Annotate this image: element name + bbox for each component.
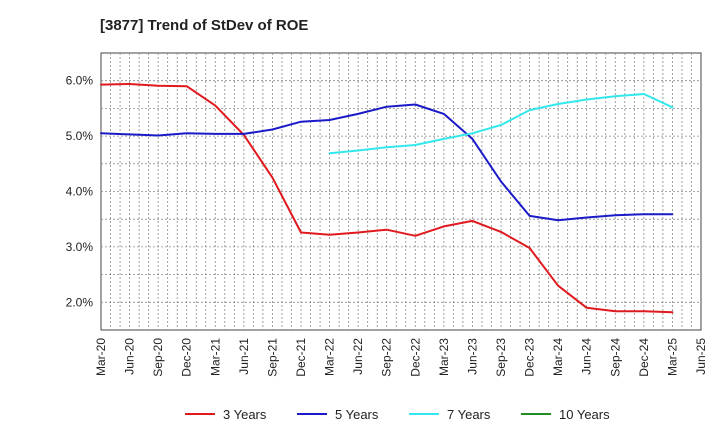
y-tick-label: 2.0% [66,295,94,309]
series-line-5-years [100,103,674,222]
x-tick-label: Jun-21 [237,338,251,375]
x-tick-label: Jun-23 [465,338,479,375]
x-tick-label: Dec-23 [523,338,537,377]
y-tick-label: 3.0% [66,240,94,254]
x-tick-label: Mar-25 [665,338,679,376]
y-tick-label: 6.0% [66,74,94,88]
x-tick-label: Jun-24 [580,338,594,375]
x-tick-label: Jun-20 [123,338,137,375]
legend-label: 3 Years [223,407,267,422]
x-tick-label: Jun-25 [694,338,708,375]
x-tick-label: Mar-20 [94,338,108,376]
chart-title: [3877] Trend of StDev of ROE [100,17,308,34]
x-tick-label: Sep-20 [151,338,165,377]
x-tick-label: Sep-23 [494,338,508,377]
x-tick-label: Mar-23 [437,338,451,376]
x-tick-label: Mar-24 [551,338,565,376]
series-line-7-years [328,93,674,155]
y-tick-label: 4.0% [66,185,94,199]
legend-label: 10 Years [559,407,610,422]
x-tick-label: Sep-22 [380,338,394,377]
x-tick-label: Dec-21 [294,338,308,377]
x-axis-ticks: Mar-20 Jun-20 Sep-20 Dec-20 Mar-21 Jun-21 Sep-… [94,338,708,377]
legend-label: 5 Years [335,407,379,422]
series-lines [100,83,674,314]
x-tick-label: Jun-22 [351,338,365,375]
legend: 3 Years 5 Years 7 Years 10 Years [185,407,610,422]
legend-label: 7 Years [447,407,491,422]
series-line-3-years [100,83,674,314]
x-tick-label: Dec-24 [637,338,651,377]
x-tick-label: Dec-20 [180,338,194,377]
x-tick-label: Sep-21 [265,338,279,377]
x-tick-label: Dec-22 [408,338,422,377]
y-axis-ticks: 2.0% 3.0% 4.0% 5.0% 6.0% [66,74,94,310]
x-tick-label: Mar-22 [323,338,337,376]
y-tick-label: 5.0% [66,129,94,143]
x-tick-label: Mar-21 [208,338,222,376]
grid-lines [101,53,701,330]
x-tick-label: Sep-24 [608,338,622,377]
